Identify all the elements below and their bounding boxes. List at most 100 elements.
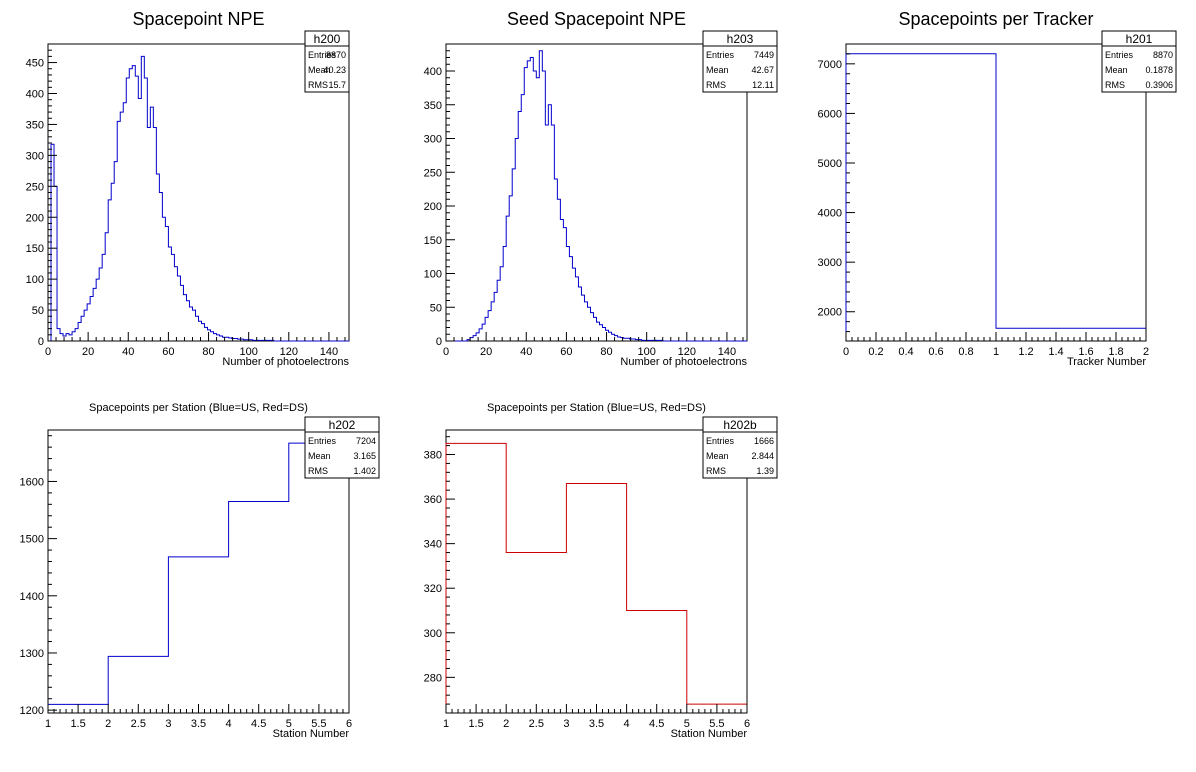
histogram-line — [48, 55, 349, 342]
histogram-line — [845, 53, 1146, 341]
y-tick-label: 2000 — [818, 307, 842, 319]
x-tick-label: 40 — [520, 346, 532, 358]
x-tick-label: 4 — [226, 718, 232, 730]
x-tick-label: 1 — [45, 718, 51, 730]
x-tick-label: 2 — [503, 718, 509, 730]
stats-value: 7449 — [754, 50, 774, 60]
y-tick-label: 1500 — [20, 534, 44, 546]
x-tick-label: 0.6 — [928, 346, 943, 358]
y-tick-label: 280 — [424, 672, 442, 684]
x-tick-label: 0.4 — [898, 346, 913, 358]
stats-key: Mean — [308, 451, 331, 461]
stats-value: 8870 — [1153, 50, 1173, 60]
x-axis-label: Station Number — [671, 728, 748, 740]
stats-name: h202 — [329, 418, 356, 432]
y-tick-label: 350 — [26, 119, 44, 131]
stats-key: RMS — [1105, 80, 1125, 90]
stats-key: RMS — [706, 80, 726, 90]
y-tick-label: 6000 — [818, 108, 842, 120]
y-tick-label: 1300 — [20, 648, 44, 660]
stats-name: h202b — [723, 418, 757, 432]
x-tick-label: 1.8 — [1108, 346, 1123, 358]
y-tick-label: 200 — [424, 201, 442, 213]
y-tick-label: 3000 — [818, 257, 842, 269]
y-tick-label: 250 — [26, 181, 44, 193]
x-tick-label: 4 — [624, 718, 630, 730]
y-tick-label: 1400 — [20, 591, 44, 603]
x-tick-label: 4.5 — [251, 718, 266, 730]
stats-key: Mean — [706, 451, 729, 461]
stats-value: 2.844 — [751, 451, 774, 461]
chart-title: Seed Spacepoint NPE — [507, 9, 686, 29]
y-tick-label: 300 — [424, 628, 442, 640]
histogram-line — [47, 442, 349, 713]
chart-title: Spacepoint NPE — [132, 9, 264, 29]
x-tick-label: 100 — [637, 346, 655, 358]
stats-name: h200 — [314, 32, 341, 46]
x-tick-label: 0 — [443, 346, 449, 358]
stats-value: 1666 — [754, 436, 774, 446]
x-tick-label: 80 — [600, 346, 612, 358]
stats-box: h202b Entries 1666 Mean 2.844 RMS 1.39 — [702, 416, 778, 479]
y-tick-label: 300 — [424, 134, 442, 146]
chart-h203: Seed Spacepoint NPE 0 20 40 60 80 100 120 140 0 50… — [424, 9, 778, 368]
stats-value: 8870 — [326, 50, 346, 60]
y-tick-label: 100 — [424, 269, 442, 281]
stats-box: h203 Entries 7449 Mean 42.67 RMS 12.11 — [702, 30, 778, 93]
y-tick-label: 5000 — [818, 158, 842, 170]
stats-value: 42.67 — [751, 65, 774, 75]
x-tick-label: 1.5 — [468, 718, 483, 730]
stats-key: Mean — [308, 65, 331, 75]
y-tick-label: 200 — [26, 212, 44, 224]
x-tick-label: 5 — [684, 718, 690, 730]
y-tick-label: 300 — [26, 150, 44, 162]
y-tick-label: 320 — [424, 583, 442, 595]
x-tick-label: 2.5 — [529, 718, 544, 730]
x-tick-label: 1 — [993, 346, 999, 358]
stats-key: Entries — [308, 436, 337, 446]
stats-value: 15.7 — [328, 80, 346, 90]
y-tick-label: 250 — [424, 167, 442, 179]
x-tick-label: 1.2 — [1018, 346, 1033, 358]
x-tick-label: 3 — [165, 718, 171, 730]
x-tick-label: 6 — [346, 718, 352, 730]
x-tick-label: 120 — [678, 346, 696, 358]
y-tick-label: 1600 — [20, 476, 44, 488]
stats-key: RMS — [706, 466, 726, 476]
x-tick-label: 1.4 — [1048, 346, 1063, 358]
y-tick-label: 7000 — [818, 59, 842, 71]
y-tick-label: 400 — [424, 66, 442, 78]
x-tick-label: 5 — [286, 718, 292, 730]
plot-frame — [445, 43, 748, 342]
stats-key: Entries — [308, 50, 337, 60]
x-tick-label: 140 — [718, 346, 736, 358]
x-tick-label: 3.5 — [589, 718, 604, 730]
x-tick-label: 1 — [443, 718, 449, 730]
chart-h202b: Spacepoints per Station (Blue=US, Red=DS… — [424, 402, 778, 740]
x-tick-label: 60 — [560, 346, 572, 358]
chart-title: Spacepoints per Station (Blue=US, Red=DS… — [487, 402, 706, 414]
stats-box: h202 Entries 7204 Mean 3.165 RMS 1.402 — [304, 416, 380, 479]
x-tick-label: 0 — [45, 346, 51, 358]
y-tick-label: 150 — [424, 235, 442, 247]
y-tick-label: 100 — [26, 274, 44, 286]
chart-h202: Spacepoints per Station (Blue=US, Red=DS… — [20, 402, 380, 740]
stats-value: 7204 — [356, 436, 376, 446]
stats-value: 12.11 — [752, 80, 774, 90]
stats-key: Mean — [706, 65, 729, 75]
x-tick-label: 4.5 — [649, 718, 664, 730]
stats-value: 1.402 — [353, 466, 376, 476]
y-tick-label: 50 — [32, 305, 44, 317]
x-tick-label: 20 — [480, 346, 492, 358]
x-axis-label: Number of photoelectrons — [222, 356, 349, 368]
x-axis-label: Number of photoelectrons — [620, 356, 747, 368]
stats-name: h201 — [1126, 32, 1153, 46]
histogram-line — [446, 50, 747, 342]
y-tick-label: 350 — [424, 100, 442, 112]
x-tick-label: 2 — [105, 718, 111, 730]
stats-box: h201 Entries 8870 Mean 0.1878 RMS 0.3906 — [1101, 30, 1177, 93]
y-tick-label: 1200 — [20, 705, 44, 717]
x-tick-label: 0.8 — [958, 346, 973, 358]
x-tick-label: 3.5 — [191, 718, 206, 730]
